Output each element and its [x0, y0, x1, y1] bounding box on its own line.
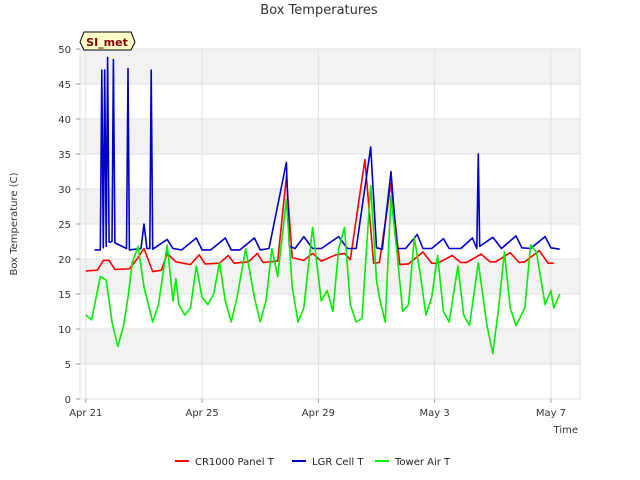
series-line-tower-air-t — [85, 184, 561, 355]
plot-band — [80, 49, 580, 84]
series-line-cr1000-panel-t — [85, 158, 554, 273]
y-tick-label: 5 — [65, 360, 71, 371]
y-tick-label: 10 — [58, 325, 71, 336]
y-tick-label: 0 — [65, 395, 71, 406]
grid-lines — [80, 48, 580, 400]
y-tick-label: 40 — [58, 115, 71, 126]
legend-label: CR1000 Panel T — [195, 457, 275, 468]
x-axis-ticks: Apr 21 Apr 25 Apr 29 May 3 May 7 — [69, 399, 566, 419]
y-tick-label: 50 — [58, 45, 71, 56]
y-tick-label: 30 — [58, 185, 71, 196]
legend-label: Tower Air T — [394, 457, 451, 468]
legend: CR1000 Panel T LGR Cell T Tower Air T — [175, 457, 451, 468]
x-tick-label: May 3 — [420, 408, 450, 419]
y-axis-title: Box Temperature (C) — [9, 172, 20, 275]
y-tick-label: 25 — [58, 220, 71, 231]
site-label-box — [79, 31, 136, 51]
series-line-lgr-cell-t — [94, 56, 560, 251]
x-tick-label: Apr 29 — [302, 408, 335, 419]
y-tick-label: 15 — [58, 290, 71, 301]
y-tick-label: 35 — [58, 150, 71, 161]
x-tick-label: Apr 21 — [69, 408, 102, 419]
plot-background-bands — [80, 49, 580, 364]
y-tick-label: 20 — [58, 255, 71, 266]
site-label-badge: SI_met — [79, 31, 136, 51]
x-axis-title: Time — [553, 425, 578, 436]
chart-title: Box Temperatures — [260, 3, 378, 18]
site-label: SI_met — [86, 36, 128, 49]
legend-label: LGR Cell T — [312, 457, 364, 468]
plot-band — [80, 189, 580, 224]
plot-band — [80, 119, 580, 154]
x-tick-label: Apr 25 — [185, 408, 218, 419]
x-tick-label: May 7 — [536, 408, 566, 419]
plot-band — [80, 329, 580, 364]
y-axis-ticks: 0 5 10 15 20 25 30 35 40 45 50 — [58, 45, 80, 406]
series-lines — [85, 56, 561, 355]
y-tick-label: 45 — [58, 80, 71, 91]
